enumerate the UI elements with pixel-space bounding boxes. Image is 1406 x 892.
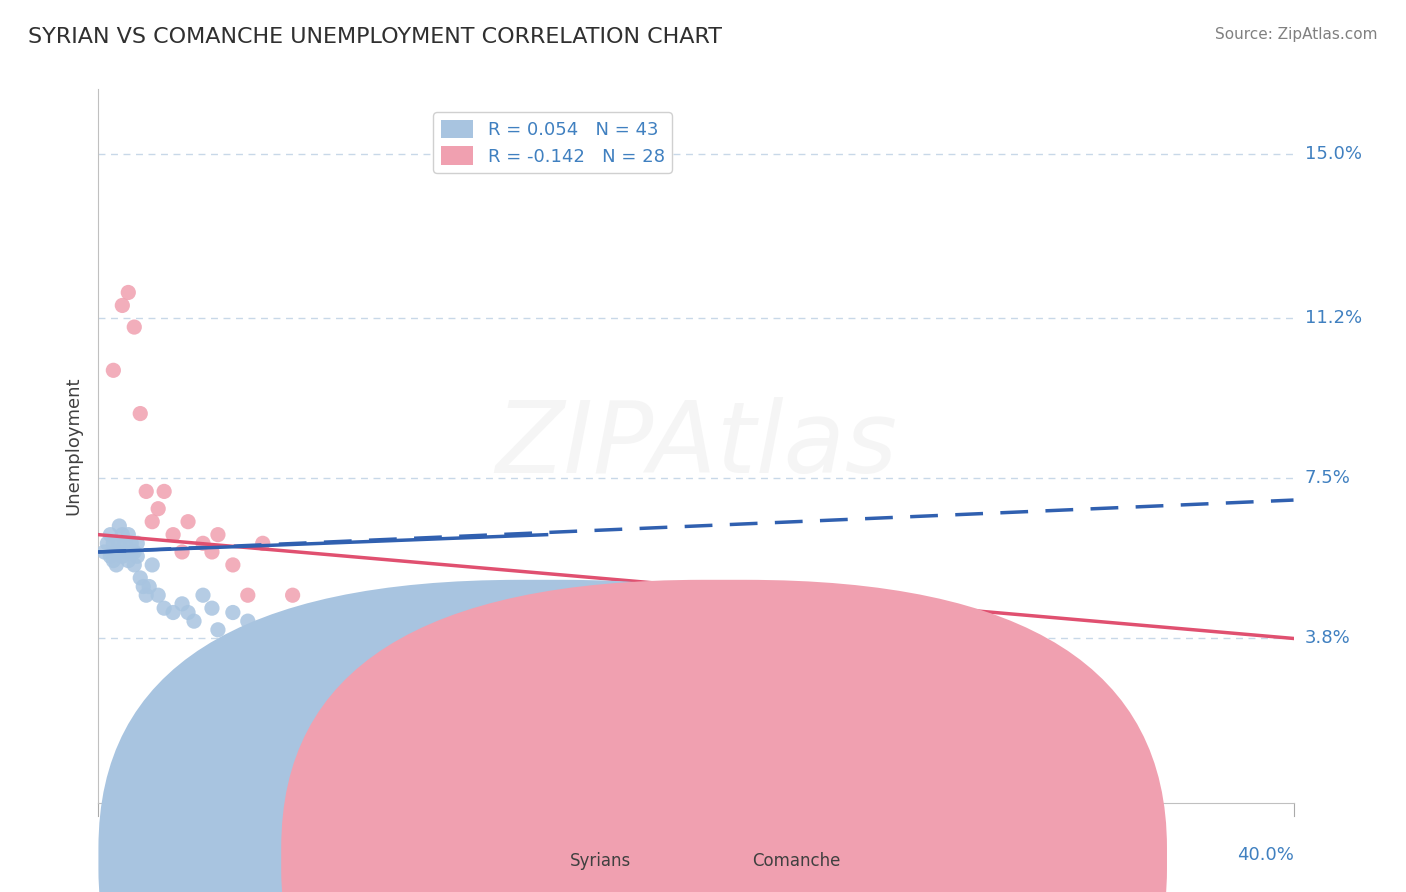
Point [804,666,827,681]
Point [114,545,136,559]
Point [117,527,139,541]
Point [124,320,146,334]
Point [117,553,139,567]
Point [148,588,170,602]
Point [172,545,194,559]
Point [172,597,194,611]
Point [222,606,245,620]
Point [114,536,136,550]
Point [98,527,122,541]
Point [222,558,245,572]
Point [103,536,125,550]
Point [124,558,146,572]
Point [201,601,224,615]
Text: 7.5%: 7.5% [1305,469,1351,487]
Point [105,545,128,559]
Point [98,549,122,564]
Point [536,657,558,672]
Point [177,515,200,529]
Point [865,688,887,702]
Point [132,580,155,594]
Point [236,588,259,602]
Point [177,606,200,620]
Point [162,527,184,541]
Point [124,545,146,559]
Point [191,588,214,602]
Text: 11.2%: 11.2% [1305,310,1362,327]
Point [93,545,115,559]
Point [135,484,157,499]
Point [385,623,409,637]
Point [141,558,163,572]
Point [162,606,184,620]
Text: Source: ZipAtlas.com: Source: ZipAtlas.com [1215,27,1378,42]
Point [252,632,274,646]
Point [117,285,139,300]
Text: 0.0%: 0.0% [98,846,143,863]
Point [297,640,319,654]
Point [96,536,118,550]
Point [103,553,125,567]
Point [138,580,160,594]
Point [135,588,157,602]
Point [191,536,214,550]
Text: Syrians: Syrians [569,852,631,870]
Point [207,623,229,637]
Text: 40.0%: 40.0% [1237,846,1294,863]
Point [105,558,128,572]
Point [201,545,224,559]
Point [267,623,290,637]
Point [153,601,176,615]
Point [120,545,142,559]
Point [129,407,152,421]
Point [108,519,131,533]
Point [148,501,170,516]
Point [127,549,149,564]
Text: SYRIAN VS COMANCHE UNEMPLOYMENT CORRELATION CHART: SYRIAN VS COMANCHE UNEMPLOYMENT CORRELAT… [28,27,723,46]
Point [267,623,290,637]
Point [141,515,163,529]
Point [120,536,142,550]
Y-axis label: Unemployment: Unemployment [65,376,83,516]
Text: 15.0%: 15.0% [1305,145,1361,163]
Legend: R = 0.054   N = 43, R = -0.142   N = 28: R = 0.054 N = 43, R = -0.142 N = 28 [433,112,672,173]
Text: Comanche: Comanche [752,852,841,870]
Point [111,549,134,564]
Point [236,614,259,628]
Point [111,298,134,312]
Point [111,527,134,541]
Point [207,527,229,541]
Point [745,666,768,681]
Point [326,614,349,628]
Point [103,363,125,377]
Text: ZIPAtlas: ZIPAtlas [495,398,897,494]
Point [446,601,468,615]
Point [108,536,131,550]
Point [129,571,152,585]
Text: 3.8%: 3.8% [1305,630,1350,648]
Point [685,644,707,658]
Point [252,536,274,550]
Point [326,666,349,681]
Point [385,674,409,689]
Point [127,536,149,550]
Point [183,614,205,628]
Point [281,588,304,602]
Point [153,484,176,499]
